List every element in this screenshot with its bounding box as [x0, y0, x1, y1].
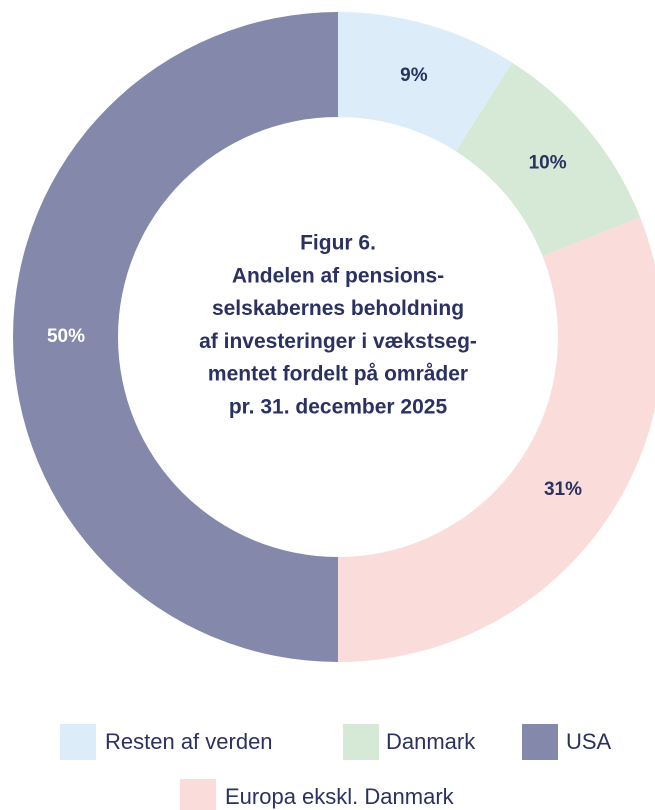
value-label: 9%	[400, 65, 428, 86]
chart-title: Figur 6.	[300, 232, 376, 255]
donut-segment	[13, 12, 338, 662]
donut-segment	[338, 12, 513, 152]
legend-label: Europa ekskl. Danmark	[225, 784, 455, 809]
legend-label: Resten af verden	[105, 729, 273, 754]
legend-swatch	[522, 724, 558, 760]
legend-swatch	[180, 779, 216, 810]
chart-title: mentet fordelt på områder	[208, 363, 468, 386]
chart-title: pr. 31. december 2025	[229, 396, 448, 419]
value-label: 31%	[544, 479, 582, 500]
chart-title: selskabernes beholdning	[212, 297, 464, 320]
legend-label: USA	[566, 729, 612, 754]
chart-title: af investeringer i vækstseg-	[199, 330, 477, 353]
value-label: 10%	[529, 153, 567, 174]
legend-label: Danmark	[386, 729, 476, 754]
donut-segment	[455, 62, 641, 257]
value-label: 50%	[47, 326, 85, 347]
legend-swatch	[60, 724, 96, 760]
legend-swatch	[343, 724, 379, 760]
donut-segment	[338, 217, 655, 662]
chart-title: Andelen af pensions-	[232, 264, 444, 287]
